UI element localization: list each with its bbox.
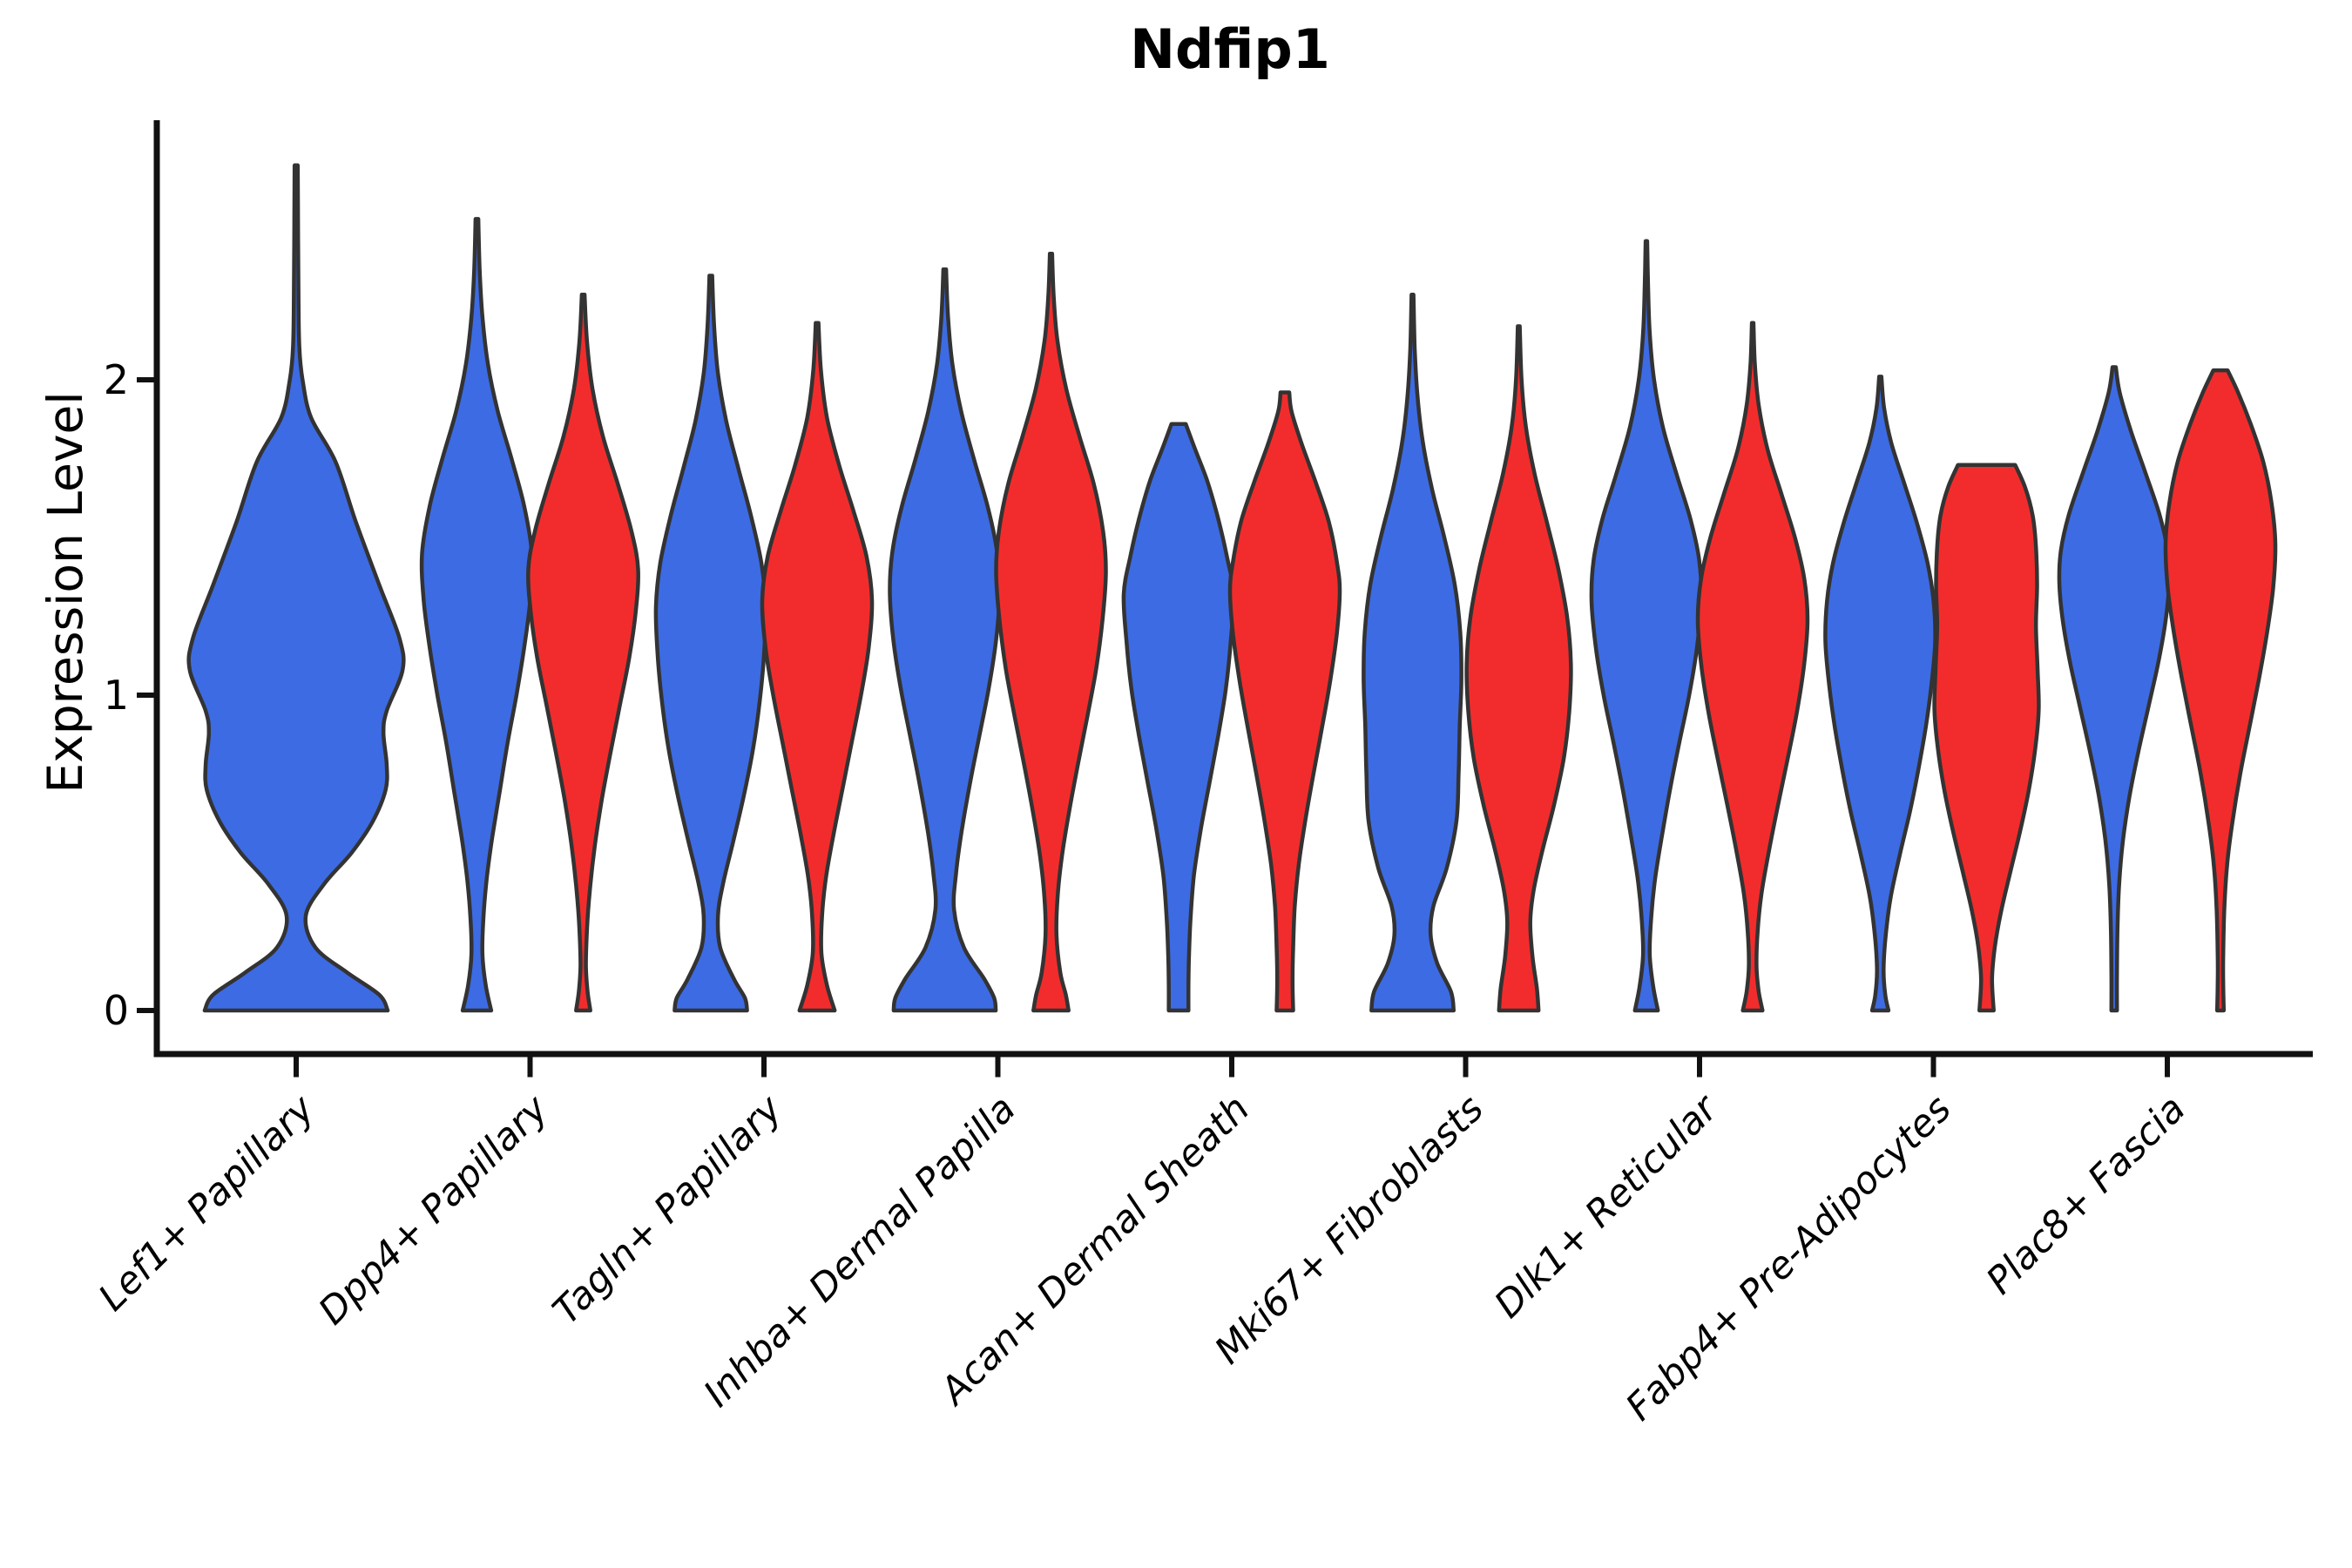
violin-plac8-fascia-red bbox=[2163, 368, 2278, 1013]
violin-tagln-papillary-red bbox=[760, 321, 875, 1013]
y-tick-label-0: 0 bbox=[103, 987, 129, 1034]
violin-fabp4-pre-adipocytes-red bbox=[1932, 463, 2041, 1013]
violin-dlk1-reticular-red bbox=[1695, 321, 1810, 1013]
violin-inhba-dermal-papilla-blue bbox=[888, 267, 1002, 1013]
violin-dlk1-reticular-blue bbox=[1589, 239, 1704, 1013]
violin-mki67-fibroblasts-red bbox=[1464, 324, 1573, 1013]
y-tick-label-1: 1 bbox=[103, 672, 129, 719]
violin-acan-dermal-sheath-blue bbox=[1121, 422, 1236, 1013]
violin-plac8-fascia-blue bbox=[2057, 365, 2172, 1013]
violin-acan-dermal-sheath-red bbox=[1227, 390, 1342, 1013]
violin-fabp4-pre-adipocytes-blue bbox=[1823, 375, 1937, 1013]
violin-lef1-papillary-blue bbox=[186, 163, 406, 1013]
violin-mki67-fibroblasts-blue bbox=[1362, 293, 1463, 1013]
violin-tagln-papillary-blue bbox=[653, 274, 768, 1013]
violin-dpp4-papillary-blue bbox=[419, 217, 535, 1013]
violin-inhba-dermal-papilla-red bbox=[994, 251, 1108, 1013]
chart-title: Ndfip1 bbox=[1130, 17, 1330, 81]
violin-dpp4-papillary-red bbox=[526, 293, 640, 1013]
y-tick-label-2: 2 bbox=[103, 356, 129, 403]
